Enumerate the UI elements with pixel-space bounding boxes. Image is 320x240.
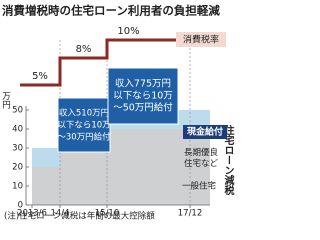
chart: 消費増税時の住宅ローン利用者の負担軽減 住宅ローン減税 万円 (注)住宅ローン減… xyxy=(1,4,235,222)
benefit-box xyxy=(107,67,179,125)
tax-label: 8% xyxy=(76,44,92,55)
series-legend: 長期優良住宅など xyxy=(184,147,219,169)
note: (注)住宅ローン減税は年間の最大控除額 xyxy=(4,211,155,222)
tax-legend: 消費税率 xyxy=(183,34,219,46)
benefit-text: 以下なら10万 xyxy=(57,121,110,131)
tax-legend-box xyxy=(176,32,226,47)
group-label: 住宅ローン減税 xyxy=(222,124,234,196)
y-tick-label: 0 xyxy=(18,201,23,211)
benefit-text: 以下なら10万 xyxy=(113,91,173,102)
y-tick-label: 30 xyxy=(12,144,23,154)
benefit-text: 収入510万円 xyxy=(59,108,109,119)
benefit-text: 収入775万円 xyxy=(115,78,171,90)
area-segment xyxy=(32,167,60,205)
y-tick-label: 50 xyxy=(12,106,23,116)
benefit-text: 〜30万円給付 xyxy=(57,132,111,143)
x-tick-label: 14/4 xyxy=(50,209,69,219)
y-tick-label: 40 xyxy=(12,125,23,135)
benefit-box xyxy=(57,97,111,153)
y-tick-label: 10 xyxy=(12,182,23,192)
benefit-legend: 現金給付 xyxy=(187,126,223,138)
chart-title: 消費増税時の住宅ローン利用者の負担軽減 xyxy=(2,4,220,18)
tax-label: 10% xyxy=(117,26,139,37)
benefit-legend-box xyxy=(183,125,227,139)
area-segment xyxy=(107,129,210,205)
tax-label: 5% xyxy=(32,71,48,82)
x-tick-label: 2013/6 xyxy=(17,209,47,219)
x-tick-label: 15/10 xyxy=(95,209,120,219)
y-tick-label: 20 xyxy=(12,163,23,173)
series-legend: 一般住宅 xyxy=(182,181,216,192)
y-axis-label: 万円 xyxy=(1,92,11,110)
area-segment xyxy=(32,148,60,167)
benefit-text: 〜50万円給付 xyxy=(113,102,173,114)
x-tick-label: 17/12 xyxy=(178,209,203,219)
